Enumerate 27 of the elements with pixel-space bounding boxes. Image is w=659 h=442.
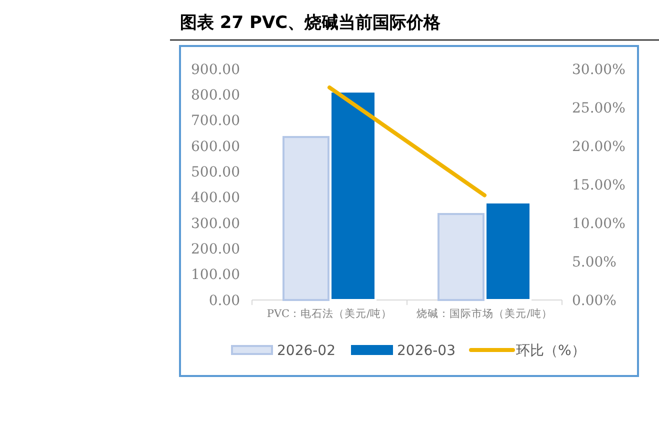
y2-tick-label: 30.00% (572, 62, 626, 78)
legend-label: 环比（%） (516, 342, 586, 359)
y-tick-label: 800.00 (191, 88, 240, 104)
y-tick-label: 700.00 (191, 113, 240, 130)
y2-tick-label: 10.00% (572, 216, 626, 232)
bar (282, 136, 330, 301)
y-tick-label: 600.00 (191, 138, 240, 155)
y2-tick-label: 25.00% (572, 100, 626, 116)
y2-tick-label: 0.00% (572, 292, 616, 309)
y-tick-label: 400.00 (191, 190, 240, 206)
x-tick-label: 烧碱：国际市场（美元/吨） (416, 307, 552, 320)
y-tick-label: 0.00 (208, 292, 240, 309)
bar (330, 90, 376, 301)
x-tick-label: PVC：电石法（美元/吨） (266, 307, 392, 320)
y2-tick-label: 5.00% (572, 254, 616, 270)
y2-tick-label: 20.00% (572, 138, 626, 155)
y-tick-label: 900.00 (191, 62, 240, 78)
chart-title: 图表 27 PVC、烧碱当前国际价格 (180, 13, 442, 33)
legend-label: 2026-03 (397, 342, 456, 359)
y-tick-label: 100.00 (191, 267, 240, 284)
legend-label: 2026-02 (277, 342, 336, 359)
y-tick-label: 300.00 (191, 216, 240, 232)
bar (484, 201, 532, 301)
bar (438, 213, 484, 301)
y-tick-label: 500.00 (191, 164, 240, 181)
y2-tick-label: 15.00% (572, 177, 626, 194)
y-tick-label: 200.00 (191, 242, 240, 258)
